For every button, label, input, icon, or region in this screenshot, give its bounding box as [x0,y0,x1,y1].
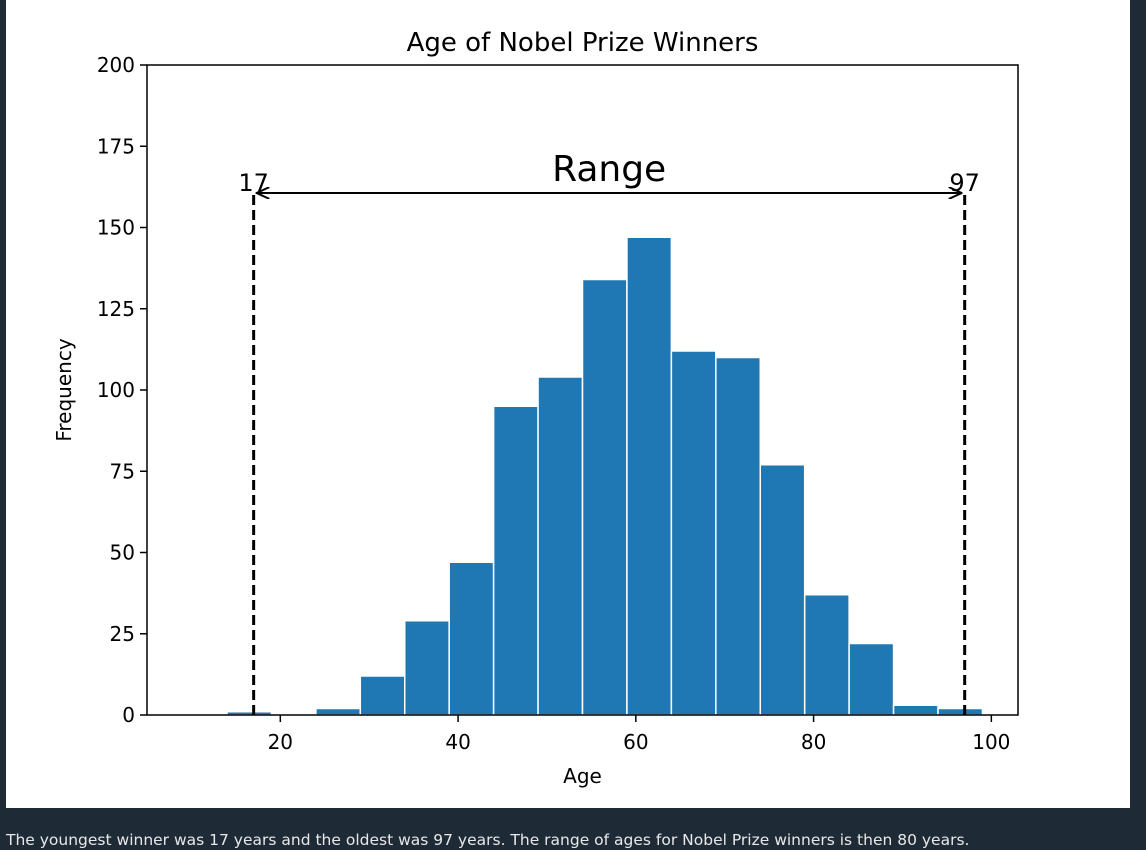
histogram-bar [537,376,584,716]
x-tick-label: 40 [445,730,470,754]
histogram-chart: Age of Nobel Prize Winners Age Frequency… [52,28,1019,788]
chart-title: Age of Nobel Prize Winners [407,28,759,58]
histogram-bar [803,594,850,716]
x-tick-label: 100 [972,730,1010,754]
histogram-bar [315,707,362,716]
y-axis-label: Frequency [52,338,76,441]
histogram-bar [892,704,939,716]
range-label: Range [552,149,666,190]
histogram-bar [581,278,628,716]
plot-frame [146,64,1019,716]
x-tick-label: 60 [623,730,648,754]
max-age-label: 97 [949,169,980,197]
y-tick-label: 75 [110,459,135,483]
y-tick-label: 175 [97,134,135,158]
histogram-bars [226,236,984,716]
range-annotation: Range 17 97 [238,149,980,715]
axis-ticks: 20 40 60 80 100 0 25 50 75 100 125 150 175 200 [97,53,1011,754]
y-tick-label: 100 [97,378,135,402]
y-tick-label: 125 [97,297,135,321]
histogram-bar [759,464,806,716]
histogram-bar [492,405,539,716]
histogram-bar [403,620,450,716]
histogram-bar [359,675,406,716]
histogram-bar [448,561,495,716]
y-tick-label: 200 [97,53,135,77]
y-tick-label: 150 [97,216,135,240]
y-tick-label: 50 [110,541,135,565]
histogram-bar [848,642,895,716]
histogram-bar [715,356,762,716]
caption-text: The youngest winner was 17 years and the… [6,831,970,849]
histogram-bar [670,350,717,716]
histogram-bar [626,236,673,716]
x-tick-label: 20 [268,730,293,754]
x-axis-label: Age [563,764,602,788]
min-age-label: 17 [238,169,269,197]
histogram-bar [937,707,984,716]
y-tick-label: 0 [122,703,135,727]
figure-panel: Age of Nobel Prize Winners Age Frequency… [6,0,1130,808]
x-tick-label: 80 [801,730,826,754]
y-tick-label: 25 [110,622,135,646]
